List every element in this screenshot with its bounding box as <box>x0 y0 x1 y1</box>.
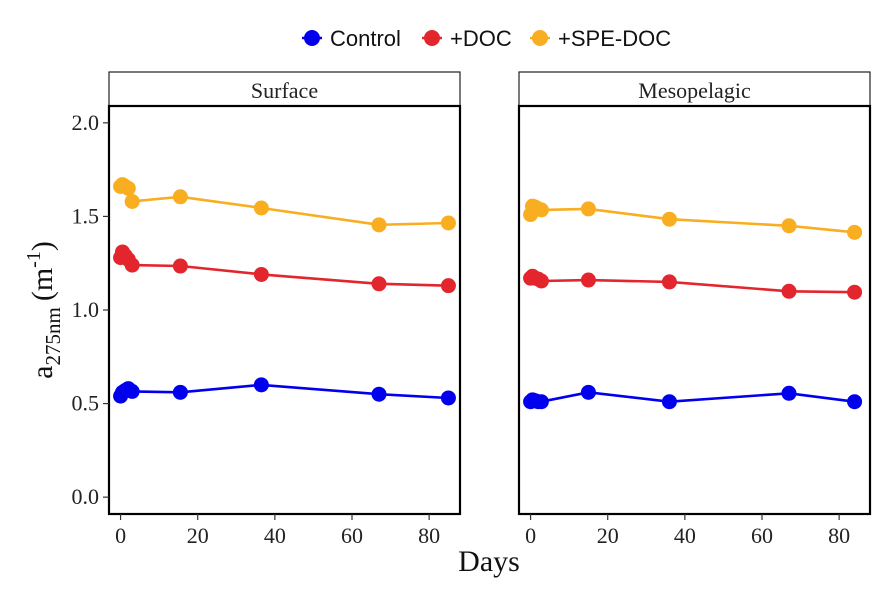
data-point-doc <box>172 258 188 274</box>
data-point-spe-doc <box>124 193 140 209</box>
y-tick-label: 2.0 <box>72 110 100 135</box>
data-point-control <box>580 384 596 400</box>
data-point-control <box>847 394 863 410</box>
data-point-spe-doc <box>580 201 596 217</box>
x-tick-label: 0 <box>115 523 126 548</box>
x-tick-label: 20 <box>187 523 209 548</box>
y-tick-label: 1.0 <box>72 297 100 322</box>
series-line-spe-doc <box>119 182 449 227</box>
y-axis-title-unit-open: (m <box>26 268 59 301</box>
facet-strip-label: Surface <box>251 78 318 103</box>
y-tick-label: 0.0 <box>72 484 100 509</box>
x-tick-label: 40 <box>674 523 696 548</box>
facet-strip <box>518 71 871 107</box>
data-point-doc <box>440 278 456 294</box>
data-point-doc <box>253 266 269 282</box>
data-point-control <box>124 383 140 399</box>
data-point-doc <box>371 276 387 292</box>
series-spe-doc <box>523 198 863 240</box>
data-point-control <box>440 390 456 406</box>
data-point-spe-doc <box>120 180 136 196</box>
y-tick-label: 0.5 <box>72 391 100 416</box>
data-point-spe-doc <box>661 211 677 227</box>
facet-strip <box>108 71 461 107</box>
y-axis-title-unit-close: ) <box>26 241 59 251</box>
x-tick-label: 0 <box>525 523 536 548</box>
data-point-doc <box>661 274 677 290</box>
legend-label: Control <box>330 26 401 51</box>
data-point-spe-doc <box>172 189 188 205</box>
series-doc <box>523 268 863 300</box>
series-line-control <box>529 390 855 404</box>
data-point-doc <box>781 283 797 299</box>
data-point-spe-doc <box>533 202 549 218</box>
x-tick-label: 80 <box>418 523 440 548</box>
facet-strip-label: Mesopelagic <box>638 78 751 103</box>
series-spe-doc <box>113 177 456 233</box>
data-point-doc <box>580 272 596 288</box>
data-point-doc <box>124 257 140 273</box>
legend-label: +SPE-DOC <box>558 26 671 51</box>
x-tick-label: 20 <box>597 523 619 548</box>
series-line-doc <box>529 274 855 294</box>
series-line-control <box>119 383 449 400</box>
legend-marker <box>532 30 548 46</box>
series-control <box>113 377 456 406</box>
panels: Surface 0 20 40 60 80 0.0 0.5 1.0 1.5 2.0 Mesopelag… <box>72 71 872 548</box>
legend-item-control: Control <box>302 26 401 51</box>
series-doc <box>113 244 456 294</box>
x-axis-title: Days <box>458 545 520 578</box>
y-axis-title-sub: 275nm <box>41 307 65 365</box>
data-point-doc <box>847 284 863 300</box>
data-point-control <box>253 377 269 393</box>
x-tick-label: 80 <box>828 523 850 548</box>
y-axis-title-unit-sup: -1 <box>23 251 45 268</box>
legend-marker <box>304 30 320 46</box>
x-tick-label: 60 <box>751 523 773 548</box>
data-point-spe-doc <box>253 200 269 216</box>
data-point-spe-doc <box>371 217 387 233</box>
series-line-doc <box>119 249 449 287</box>
panel-mesopelagic: Mesopelagic 0 20 40 60 80 <box>517 71 872 548</box>
x-tick-label: 60 <box>341 523 363 548</box>
data-point-spe-doc <box>440 215 456 231</box>
data-point-control <box>661 394 677 410</box>
data-point-spe-doc <box>781 218 797 234</box>
y-axis-title-main: a <box>26 366 59 379</box>
data-point-spe-doc <box>847 224 863 240</box>
data-point-control <box>172 384 188 400</box>
data-point-doc <box>533 273 549 289</box>
data-point-control <box>781 385 797 401</box>
data-point-control <box>371 386 387 402</box>
legend-marker <box>424 30 440 46</box>
panel-surface: Surface 0 20 40 60 80 0.0 0.5 1.0 1.5 2.0 <box>72 71 462 548</box>
legend-item-doc: +DOC <box>422 26 512 51</box>
plot-frame <box>517 104 872 516</box>
series-line-spe-doc <box>529 204 855 234</box>
legend: Control +DOC +SPE-DOC <box>302 26 671 51</box>
legend-label: +DOC <box>450 26 512 51</box>
legend-item-spe-doc: +SPE-DOC <box>530 26 671 51</box>
plot-frame <box>107 104 462 516</box>
y-tick-label: 1.5 <box>72 203 100 228</box>
data-point-control <box>533 394 549 410</box>
x-tick-label: 40 <box>264 523 286 548</box>
series-control <box>523 384 863 410</box>
y-axis-title: a275nm (m-1) <box>23 241 65 379</box>
